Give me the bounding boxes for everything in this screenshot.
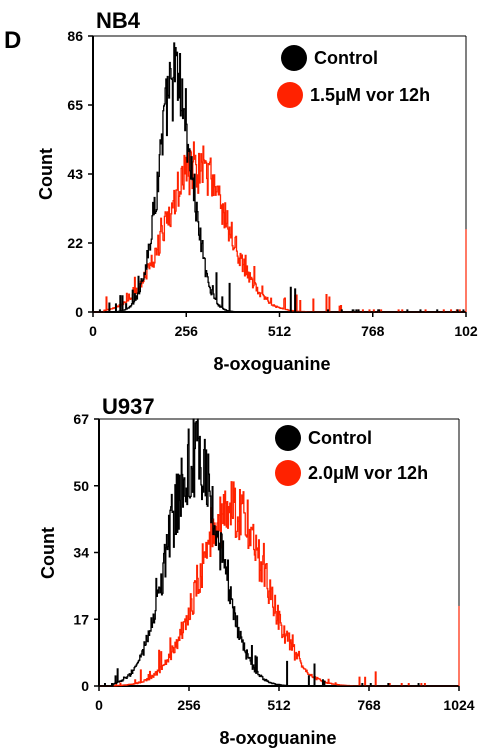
- histogram-control: [93, 42, 466, 313]
- legend-marker-treated: [275, 460, 301, 486]
- y-tick-label: 34: [73, 545, 89, 561]
- histogram-treated: [99, 481, 459, 687]
- histogram-control: [99, 418, 459, 687]
- legend-label-treated: 2.0μM vor 12h: [308, 463, 428, 483]
- histogram-treated: [93, 141, 466, 313]
- y-tick-label: 0: [81, 678, 89, 694]
- x-axis-label: 8-oxoguanine: [219, 728, 336, 748]
- x-tick-label: 0: [95, 697, 103, 713]
- x-tick-label: 0: [89, 323, 97, 339]
- x-tick-label: 768: [357, 697, 381, 713]
- y-tick-label: 67: [73, 411, 89, 427]
- x-tick-label: 1024: [443, 697, 474, 713]
- legend-marker-control: [275, 425, 301, 451]
- x-axis-label: 8-oxoguanine: [213, 354, 330, 374]
- x-tick-label: 256: [177, 697, 201, 713]
- panel-letter: D: [4, 27, 21, 54]
- y-tick-label: 86: [67, 28, 83, 44]
- plot-area: [98, 418, 460, 687]
- legend-marker-treated: [277, 82, 303, 108]
- y-axis-label: Count: [36, 148, 56, 200]
- legend-label-control: Control: [308, 428, 372, 448]
- y-tick-label: 65: [67, 97, 83, 113]
- x-tick-label: 256: [175, 323, 199, 339]
- y-tick-label: 43: [67, 166, 83, 182]
- x-tick-label: 512: [268, 323, 292, 339]
- x-tick-label: 102: [454, 323, 478, 339]
- chart-title: NB4: [96, 8, 141, 33]
- y-tick-label: 50: [73, 478, 89, 494]
- legend: Control 2.0μM vor 12h: [275, 425, 428, 486]
- x-tick-label: 512: [267, 697, 291, 713]
- y-axis-label: Count: [38, 527, 58, 579]
- y-tick-label: 22: [67, 235, 83, 251]
- y-tick-label: 0: [75, 304, 83, 320]
- plot-area: [92, 35, 467, 313]
- x-tick-label: 768: [361, 323, 385, 339]
- chart-title: U937: [102, 394, 155, 419]
- chart-u937: U937 0 256 512 768 1024 0 17 34 50 67 8-oxoguanin…: [38, 394, 475, 748]
- legend-label-treated: 1.5μM vor 12h: [310, 85, 430, 105]
- legend-label-control: Control: [314, 48, 378, 68]
- y-tick-label: 17: [73, 611, 89, 627]
- legend-marker-control: [281, 45, 307, 71]
- legend: Control 1.5μM vor 12h: [277, 45, 430, 108]
